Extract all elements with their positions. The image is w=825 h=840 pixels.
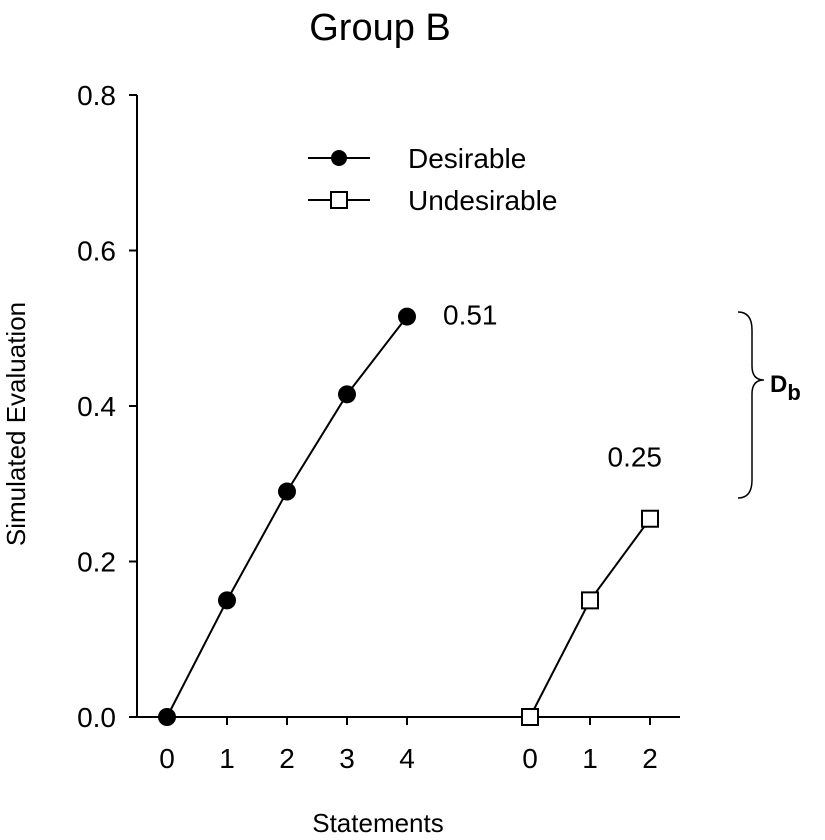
data-point	[521, 708, 539, 726]
chart-title: Group B	[309, 7, 451, 49]
y-tick-label: 0.4	[77, 391, 116, 422]
y-tick-label: 0.0	[77, 702, 116, 733]
data-point	[398, 307, 416, 326]
x-axis: 0 1 2 3 4 0 1 2	[137, 716, 680, 774]
x-tick-label: 1	[582, 743, 598, 774]
legend-item-desirable: Desirable	[308, 143, 526, 174]
x-tick-label: 0	[522, 743, 538, 774]
data-point	[218, 591, 236, 610]
series-desirable	[158, 307, 416, 726]
x-tick-label: 0	[159, 743, 175, 774]
y-tick-label: 0.6	[77, 236, 116, 267]
brace-annotation: Db	[737, 311, 801, 499]
x-tick-label: 4	[399, 743, 415, 774]
x-tick-label: 3	[339, 743, 355, 774]
legend-label-desirable: Desirable	[408, 143, 526, 174]
data-point	[338, 385, 356, 404]
legend-marker-undesirable	[330, 191, 348, 209]
x-tick-label: 2	[279, 743, 295, 774]
legend-marker-desirable	[331, 150, 347, 166]
y-tick-label: 0.2	[77, 547, 116, 578]
brace-label-sub: b	[787, 380, 800, 405]
data-point	[278, 482, 296, 501]
legend-item-undesirable: Undesirable	[308, 185, 557, 216]
data-point	[158, 708, 176, 726]
series-line-desirable	[166, 315, 408, 718]
brace-shape	[737, 311, 765, 499]
data-point	[581, 591, 599, 610]
data-label-desirable-end: 0.51	[443, 300, 498, 331]
data-point	[641, 509, 659, 528]
x-tick-label: 2	[642, 743, 658, 774]
data-label-undesirable-end: 0.25	[608, 442, 663, 473]
legend: Desirable Undesirable	[308, 143, 557, 216]
brace-label: Db	[770, 371, 801, 405]
series-undesirable	[521, 509, 659, 726]
y-axis: 0.0 0.2 0.4 0.6 0.8	[77, 80, 138, 733]
legend-label-undesirable: Undesirable	[408, 185, 557, 216]
x-axis-label: Statements	[312, 808, 444, 838]
x-tick-label: 1	[219, 743, 235, 774]
y-axis-label: Simulated Evaluation	[1, 302, 31, 546]
brace-label-main: D	[770, 371, 787, 398]
y-tick-label: 0.8	[77, 80, 116, 111]
series-line-undesirable	[529, 518, 651, 718]
